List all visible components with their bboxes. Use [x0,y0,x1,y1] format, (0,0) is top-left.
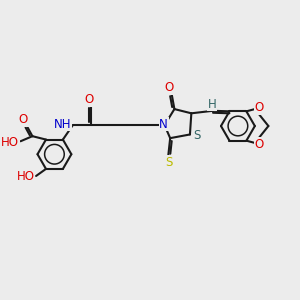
Text: HO: HO [17,170,35,183]
Text: O: O [254,138,264,151]
Text: S: S [165,156,172,169]
Text: N: N [159,118,168,130]
Text: NH: NH [54,118,71,130]
Text: O: O [165,81,174,94]
Text: S: S [193,128,201,142]
Text: O: O [19,113,28,126]
Text: H: H [208,98,217,111]
Text: O: O [85,93,94,106]
Text: HO: HO [1,136,19,148]
Text: O: O [254,101,264,114]
